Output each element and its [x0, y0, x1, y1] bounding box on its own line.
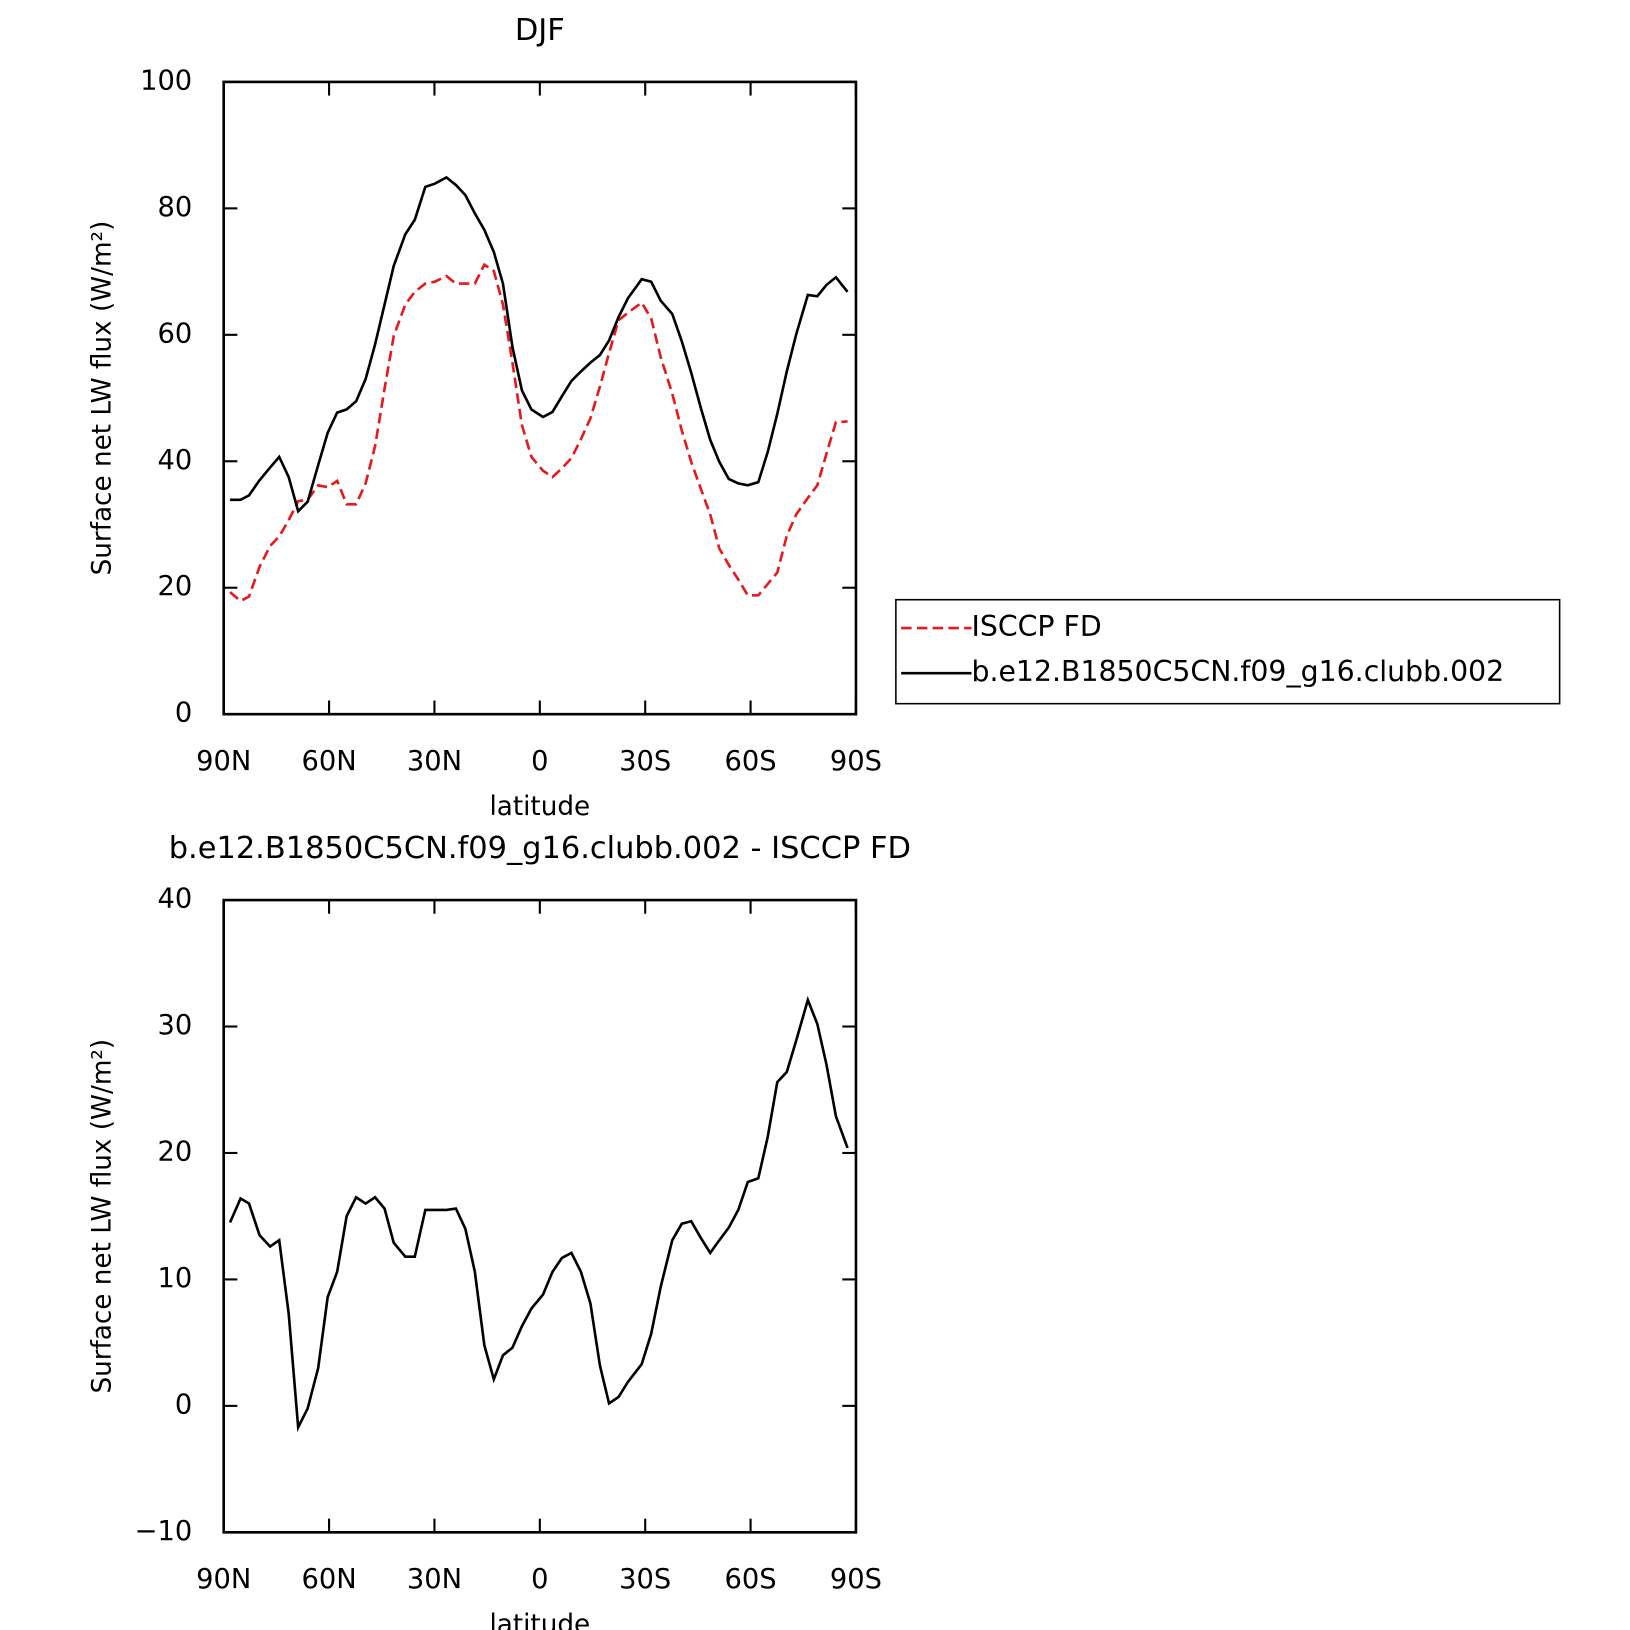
- y-tick-label: 40: [157, 884, 192, 915]
- y-tick-label: 40: [157, 445, 192, 476]
- y-tick-label: 20: [157, 571, 192, 602]
- legend-box: [895, 598, 1561, 705]
- x-tick-label: 60N: [302, 746, 357, 777]
- data-line: [230, 175, 849, 514]
- y-tick-label: −10: [135, 1516, 193, 1547]
- x-tick-label: 90S: [830, 1564, 882, 1595]
- x-tick-label: 0: [531, 746, 548, 777]
- x-tick-label: 90N: [196, 746, 251, 777]
- x-tick-label: 30S: [619, 1564, 671, 1595]
- y-tick-label: 0: [175, 1389, 192, 1420]
- x-tick-label: 60S: [725, 1564, 777, 1595]
- data-line: [228, 995, 849, 1433]
- x-tick-label: 30N: [407, 746, 462, 777]
- x-axis-label: latitude: [489, 792, 590, 822]
- y-tick-label: 100: [140, 65, 192, 96]
- legend-label: ISCCP FD: [971, 610, 1101, 643]
- y-tick-label: 80: [157, 192, 192, 223]
- x-axis-label: latitude: [489, 1610, 590, 1630]
- x-tick-label: 30N: [407, 1564, 462, 1595]
- x-tick-label: 90S: [830, 746, 882, 777]
- y-tick-label: 0: [175, 698, 192, 729]
- data-line: [229, 262, 848, 603]
- x-tick-label: 60S: [725, 746, 777, 777]
- y-tick-label: 30: [157, 1010, 192, 1041]
- plot-frame: [222, 80, 858, 716]
- y-tick-label: 60: [157, 318, 192, 349]
- legend-label: b.e12.B1850C5CN.f09_g16.clubb.002: [971, 655, 1504, 688]
- chart-title: b.e12.B1850C5CN.f09_g16.clubb.002 - ISCC…: [169, 831, 911, 866]
- chart-title: DJF: [515, 13, 565, 48]
- x-tick-label: 0: [531, 1564, 548, 1595]
- y-axis-label: Surface net LW flux (W/m²): [87, 221, 117, 576]
- x-tick-label: 60N: [302, 1564, 357, 1595]
- y-tick-label: 20: [157, 1136, 192, 1167]
- y-tick-label: 10: [157, 1263, 192, 1294]
- x-tick-label: 30S: [619, 746, 671, 777]
- x-tick-label: 90N: [196, 1564, 251, 1595]
- plot-frame: [222, 898, 858, 1534]
- y-axis-label: Surface net LW flux (W/m²): [87, 1039, 117, 1394]
